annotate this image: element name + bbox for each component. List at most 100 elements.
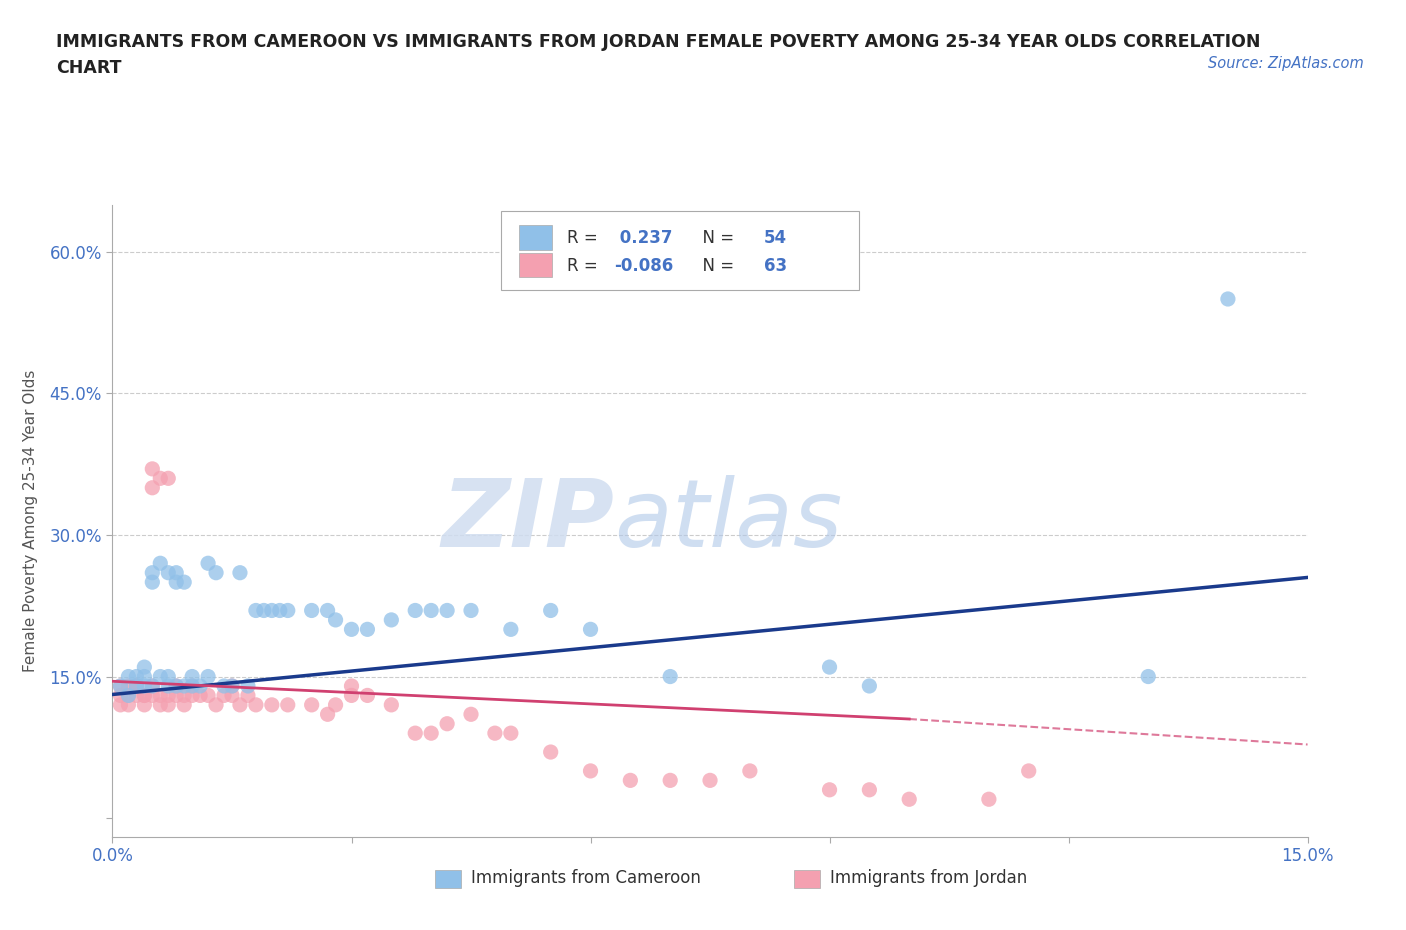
Point xyxy=(977,791,1000,806)
Point xyxy=(157,565,180,580)
Text: 63: 63 xyxy=(763,257,787,275)
Point xyxy=(229,565,252,580)
Point xyxy=(619,773,641,788)
Point xyxy=(197,688,219,703)
Point xyxy=(1137,669,1160,684)
Point xyxy=(436,603,458,618)
Point xyxy=(165,575,187,590)
Point xyxy=(134,679,156,694)
Point xyxy=(125,669,148,684)
Text: atlas: atlas xyxy=(614,475,842,566)
Text: Immigrants from Jordan: Immigrants from Jordan xyxy=(830,870,1026,887)
Y-axis label: Female Poverty Among 25-34 Year Olds: Female Poverty Among 25-34 Year Olds xyxy=(24,369,38,672)
Point xyxy=(173,688,195,703)
Point xyxy=(141,461,163,476)
FancyBboxPatch shape xyxy=(519,253,553,277)
Point xyxy=(110,698,132,712)
Text: IMMIGRANTS FROM CAMEROON VS IMMIGRANTS FROM JORDAN FEMALE POVERTY AMONG 25-34 YE: IMMIGRANTS FROM CAMEROON VS IMMIGRANTS F… xyxy=(56,33,1261,77)
Point xyxy=(236,679,259,694)
Point xyxy=(117,679,139,694)
Point xyxy=(301,698,323,712)
FancyBboxPatch shape xyxy=(501,211,859,290)
Text: N =: N = xyxy=(692,229,740,247)
Point xyxy=(173,679,195,694)
Point xyxy=(173,698,195,712)
Point xyxy=(110,679,132,694)
Point xyxy=(404,725,426,740)
Point xyxy=(117,698,139,712)
Text: R =: R = xyxy=(567,257,603,275)
Point xyxy=(325,698,347,712)
Point xyxy=(420,603,443,618)
Text: 54: 54 xyxy=(763,229,787,247)
Point xyxy=(117,669,139,684)
Point xyxy=(260,603,283,618)
Point xyxy=(404,603,426,618)
Point xyxy=(659,773,682,788)
Text: N =: N = xyxy=(692,257,740,275)
Point xyxy=(205,698,228,712)
Point xyxy=(356,688,378,703)
Point xyxy=(460,707,482,722)
Point xyxy=(149,471,172,485)
Point xyxy=(229,698,252,712)
Point xyxy=(149,698,172,712)
Point xyxy=(125,679,148,694)
Point xyxy=(499,622,522,637)
Point xyxy=(117,688,139,703)
Point xyxy=(380,698,402,712)
Point xyxy=(484,725,506,740)
Point xyxy=(149,688,172,703)
Text: R =: R = xyxy=(567,229,603,247)
Point xyxy=(197,556,219,571)
Point xyxy=(157,698,180,712)
Text: Source: ZipAtlas.com: Source: ZipAtlas.com xyxy=(1208,56,1364,71)
Point xyxy=(277,603,299,618)
Point xyxy=(181,688,204,703)
Point xyxy=(157,471,180,485)
Point xyxy=(157,679,180,694)
Point xyxy=(141,679,163,694)
Point xyxy=(316,603,339,618)
Point xyxy=(149,556,172,571)
Point xyxy=(125,679,148,694)
Point xyxy=(340,622,363,637)
Point xyxy=(699,773,721,788)
Point xyxy=(221,679,243,694)
Point xyxy=(173,575,195,590)
Point xyxy=(316,707,339,722)
Point xyxy=(221,679,243,694)
Point xyxy=(117,688,139,703)
Point xyxy=(197,669,219,684)
Point xyxy=(181,679,204,694)
Point xyxy=(134,669,156,684)
Point xyxy=(436,716,458,731)
Point xyxy=(245,698,267,712)
Point xyxy=(659,669,682,684)
Point xyxy=(579,622,602,637)
Point xyxy=(149,669,172,684)
Point xyxy=(858,679,880,694)
Point xyxy=(125,679,148,694)
Point xyxy=(181,679,204,694)
Point xyxy=(188,679,211,694)
Point xyxy=(181,669,204,684)
Point xyxy=(269,603,291,618)
Point xyxy=(499,725,522,740)
Point xyxy=(236,688,259,703)
Point xyxy=(540,603,562,618)
Point xyxy=(134,688,156,703)
Point xyxy=(141,679,163,694)
Point xyxy=(221,688,243,703)
Point xyxy=(157,669,180,684)
Text: 0.237: 0.237 xyxy=(614,229,673,247)
Point xyxy=(301,603,323,618)
Point xyxy=(340,679,363,694)
Point xyxy=(540,745,562,760)
Point xyxy=(134,698,156,712)
Point xyxy=(245,603,267,618)
Text: ZIP: ZIP xyxy=(441,475,614,566)
Point xyxy=(165,679,187,694)
Point xyxy=(340,688,363,703)
Point xyxy=(898,791,921,806)
